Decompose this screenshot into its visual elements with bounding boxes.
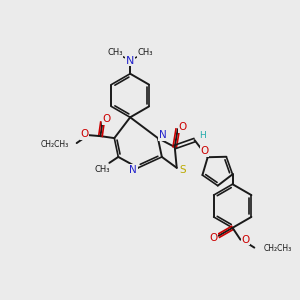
Text: N: N [126, 56, 134, 66]
Text: N: N [129, 165, 137, 175]
Text: O: O [210, 233, 218, 243]
Text: CH₂CH₃: CH₂CH₃ [40, 140, 69, 148]
Text: S: S [179, 165, 186, 175]
Text: O: O [241, 235, 250, 245]
Text: O: O [178, 122, 187, 132]
Text: N: N [159, 130, 167, 140]
Text: CH₃: CH₃ [108, 48, 123, 57]
Text: CH₃: CH₃ [137, 48, 153, 57]
Text: O: O [80, 129, 89, 139]
Text: O: O [201, 146, 209, 156]
Text: H: H [199, 130, 206, 140]
Text: CH₂CH₃: CH₂CH₃ [263, 244, 292, 253]
Text: O: O [102, 114, 110, 124]
Text: CH₃: CH₃ [95, 165, 110, 174]
